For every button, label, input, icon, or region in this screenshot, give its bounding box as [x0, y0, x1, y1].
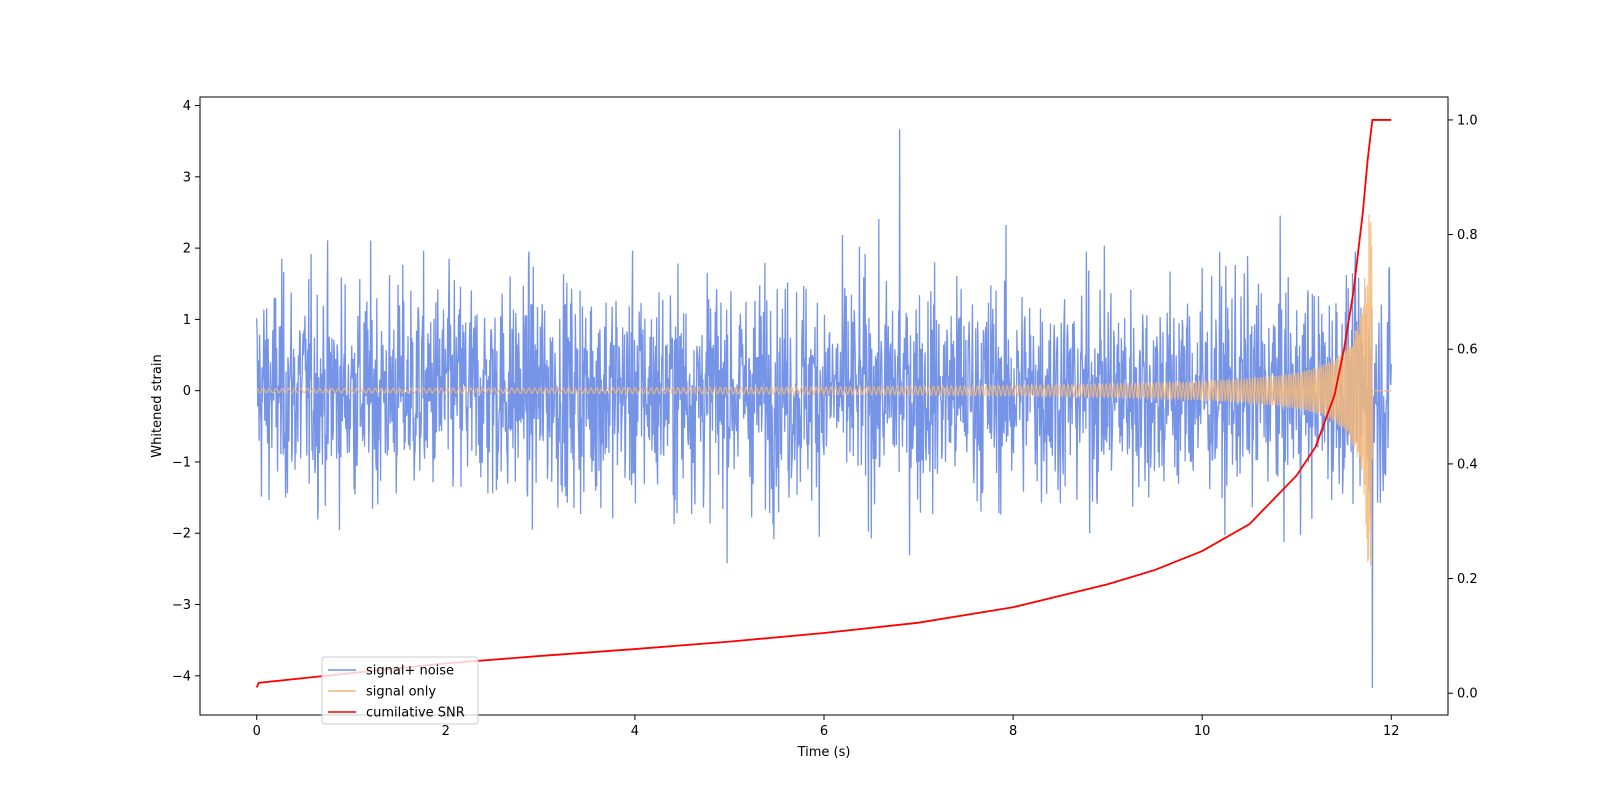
legend-label-signal-noise: signal+ noise: [366, 664, 454, 679]
y2-axis-ticks: 0.0 0.2 0.4 0.6 0.8 1.0: [1448, 113, 1478, 702]
y-tick-label: 3: [183, 170, 191, 185]
series-signal-noise: [256, 129, 1392, 688]
x-tick-label: 12: [1383, 724, 1400, 739]
signal-noise-line: [256, 129, 1392, 688]
y2-tick-label: 0.0: [1457, 687, 1478, 702]
x-tick-label: 10: [1194, 724, 1211, 739]
x-tick-label: 6: [820, 724, 828, 739]
y2-tick-label: 0.6: [1457, 343, 1478, 358]
y-tick-label: 2: [183, 242, 191, 257]
legend-box: [321, 656, 479, 725]
y2-tick-label: 1.0: [1457, 113, 1478, 128]
series-signal-only: [256, 214, 1392, 566]
y2-tick-label: 0.4: [1457, 457, 1478, 472]
y2-tick-label: 0.8: [1457, 228, 1478, 243]
series-cumulative-snr: [255, 119, 1392, 688]
y2-tick-label: 0.2: [1457, 572, 1478, 587]
legend: signal+ noise signal only cumilative SNR: [321, 656, 479, 725]
y-tick-label: −2: [172, 527, 191, 542]
y-axis-ticks: −4 −3 −2 −1 0 1 2 3 4: [172, 99, 200, 684]
x-tick-label: 4: [631, 724, 639, 739]
y-axis-label: Whitened strain: [150, 354, 165, 457]
y-tick-label: −3: [172, 598, 191, 613]
y-tick-label: −4: [172, 669, 191, 684]
y-tick-label: 0: [183, 384, 191, 399]
y-tick-label: −1: [172, 455, 191, 470]
x-tick-label: 0: [253, 724, 261, 739]
legend-label-cumulative-snr: cumilative SNR: [366, 706, 465, 721]
cumulative-snr-line: [255, 119, 1392, 688]
signal-only-line: [256, 214, 1392, 566]
y-tick-label: 4: [183, 99, 191, 114]
x-axis-label: Time (s): [797, 745, 851, 760]
x-tick-label: 8: [1009, 724, 1017, 739]
x-tick-label: 2: [442, 724, 450, 739]
y-tick-label: 1: [183, 313, 191, 328]
legend-label-signal-only: signal only: [366, 685, 436, 700]
